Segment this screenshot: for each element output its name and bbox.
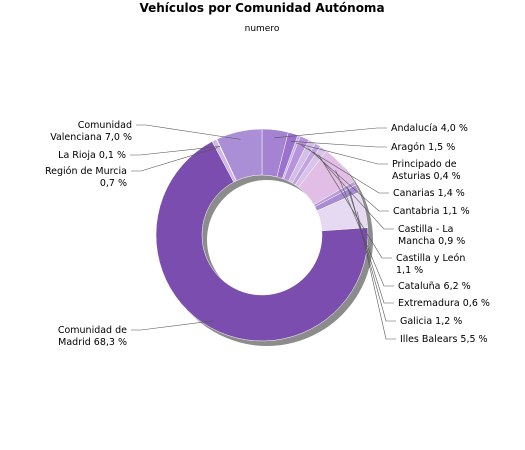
slice-label-6: Castilla - La Mancha 0,9 % <box>398 224 465 247</box>
leader-line-8 <box>335 170 394 287</box>
leader-line-12 <box>131 320 215 331</box>
leader-line-7 <box>318 155 392 259</box>
slice-label-14: La Rioja 0,1 % <box>58 150 126 161</box>
leader-line-2 <box>290 141 387 148</box>
leader-line-11 <box>356 211 396 340</box>
slice-label-10: Galicia 1,2 % <box>400 316 462 327</box>
slice-label-5: Cantabria 1,1 % <box>393 206 470 217</box>
chart-title: Vehículos por Comunidad Autónoma <box>139 1 384 15</box>
donut-slice-12 <box>155 141 369 342</box>
slice-label-8: Cataluña 6,2 % <box>398 281 471 292</box>
slice-label-2: Aragón 1,5 % <box>391 142 455 153</box>
donut-slice-15 <box>216 128 263 182</box>
chart-subtitle: numero <box>245 24 280 34</box>
leader-line-15 <box>136 124 241 140</box>
slice-label-4: Canarias 1,4 % <box>393 188 465 199</box>
leader-line-6 <box>313 151 394 230</box>
slice-label-11: Illes Balears 5,5 % <box>400 334 488 345</box>
slice-label-1: Andalucía 4,0 % <box>391 123 468 134</box>
leader-line-14 <box>130 146 221 156</box>
leader-line-1 <box>274 127 387 139</box>
slice-label-13: Región de Murcia 0,7 % <box>45 166 127 189</box>
leader-line-3 <box>296 142 388 165</box>
leader-line-5 <box>308 148 389 212</box>
slice-label-9: Extremadura 0,6 % <box>398 298 490 309</box>
leader-line-13 <box>131 147 218 172</box>
slice-label-12: Comunidad de Madrid 68,3 % <box>58 325 127 348</box>
leader-line-4 <box>301 145 389 194</box>
slice-label-15: Comunidad Valenciana 7,0 % <box>50 120 132 143</box>
slice-label-7: Castilla y León 1,1 % <box>396 253 465 276</box>
leader-line-10 <box>349 192 396 322</box>
slice-label-3: Principado de Asturias 0,4 % <box>392 159 461 182</box>
